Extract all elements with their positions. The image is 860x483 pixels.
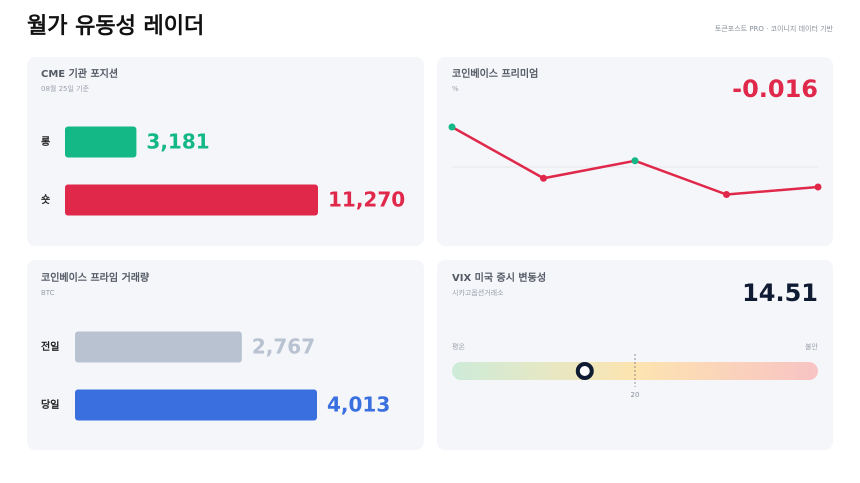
bar-label: 숏: [41, 193, 50, 206]
bar: [75, 389, 317, 421]
bar-label: 당일: [41, 398, 59, 411]
bar-value: 11,270: [328, 188, 405, 212]
card-subtitle: 시카고옵션거래소: [452, 288, 504, 297]
card: [437, 57, 833, 246]
card-title: 코인베이스 프라임 거래량: [41, 271, 150, 284]
card-subtitle: 08월 25일 기준: [41, 84, 90, 93]
point: [814, 183, 822, 191]
gauge-tick-label: 20: [631, 391, 640, 399]
gauge-high-label: 불안: [805, 342, 818, 351]
bar-label: 전일: [41, 340, 59, 353]
page-title: 월가 유동성 레이더: [27, 14, 204, 39]
bar-value: 2,767: [252, 335, 315, 359]
point: [631, 157, 639, 165]
bar: [65, 184, 318, 216]
bar: [65, 126, 137, 158]
bar: [75, 331, 242, 363]
source: 토큰포스트 PRO · 코이니지 데이터 기반: [715, 24, 834, 33]
premium-value: -0.016: [732, 75, 818, 103]
gauge-low-label: 평온: [452, 342, 465, 351]
bar-value: 4,013: [327, 393, 390, 417]
bar-value: 3,181: [146, 130, 209, 154]
card-title: VIX 미국 증시 변동성: [452, 271, 546, 284]
gauge-marker: [575, 362, 594, 380]
point: [540, 174, 547, 182]
card-subtitle: BTC: [41, 289, 55, 297]
card-title: 코인베이스 프리미엄: [452, 67, 538, 80]
card-subtitle: %: [452, 85, 459, 93]
card-title: CME 기관 포지션: [41, 67, 118, 80]
bar-label: 롱: [41, 136, 50, 148]
vix-value: 14.51: [742, 279, 818, 307]
point: [448, 123, 456, 131]
point: [723, 191, 730, 198]
